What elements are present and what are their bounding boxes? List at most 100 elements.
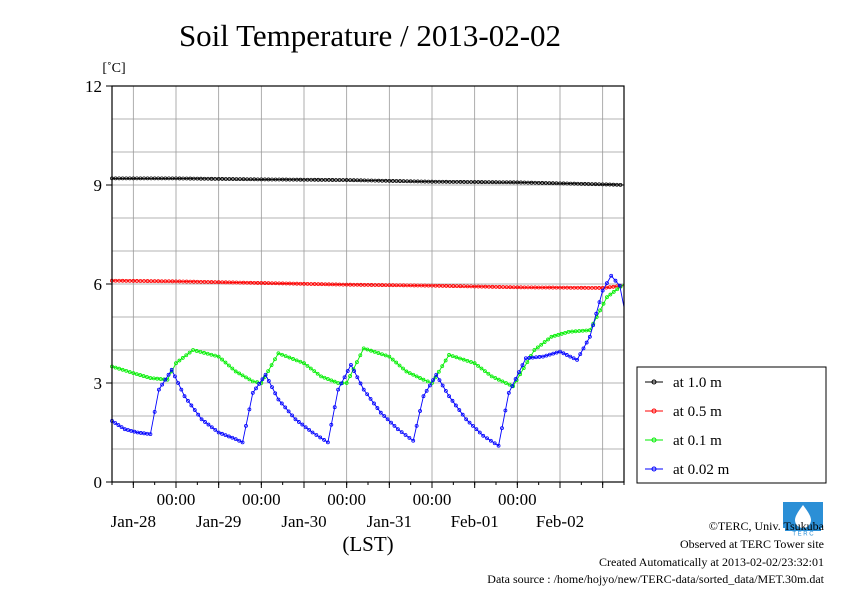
- data-point: [394, 283, 399, 288]
- data-point: [571, 356, 576, 361]
- data-point: [594, 311, 599, 316]
- data-point: [515, 180, 520, 185]
- data-point: [287, 281, 292, 286]
- data-point: [430, 179, 434, 184]
- x-date-label: Feb-01: [451, 512, 499, 531]
- data-point: [322, 375, 327, 380]
- data-point: [437, 283, 442, 288]
- data-point: [474, 427, 479, 432]
- series-line: [112, 177, 625, 186]
- data-point: [454, 355, 459, 360]
- data-point: [387, 283, 392, 288]
- data-point: [120, 176, 125, 181]
- data-point: [163, 279, 168, 284]
- data-point: [223, 280, 228, 285]
- data-point: [284, 281, 289, 286]
- data-point: [255, 281, 260, 285]
- data-point: [262, 281, 267, 285]
- data-point: [496, 443, 501, 448]
- data-point: [152, 279, 157, 284]
- data-point: [547, 285, 552, 290]
- data-point: [372, 349, 377, 354]
- data-point: [523, 356, 528, 361]
- data-point: [158, 377, 163, 381]
- data-point: [238, 177, 242, 182]
- data-point: [436, 369, 441, 374]
- data-point: [298, 359, 303, 364]
- data-point: [575, 285, 580, 290]
- data-point: [170, 279, 175, 284]
- data-point: [184, 279, 189, 284]
- data-point: [376, 351, 381, 355]
- data-point: [600, 182, 605, 187]
- data-point: [332, 379, 337, 384]
- data-point: [385, 417, 390, 422]
- data-point: [325, 377, 330, 381]
- data-point: [604, 182, 609, 187]
- data-point: [216, 430, 221, 435]
- data-point: [476, 180, 481, 184]
- data-point: [450, 354, 455, 359]
- data-point: [277, 177, 282, 182]
- data-point: [234, 177, 239, 182]
- data-point: [316, 282, 321, 287]
- data-point: [248, 177, 253, 182]
- data-point: [457, 408, 462, 412]
- data-point: [194, 349, 199, 353]
- data-point: [323, 282, 328, 287]
- data-point: [142, 176, 146, 181]
- data-point: [279, 401, 284, 406]
- x-time-label: 00:00: [157, 490, 196, 509]
- data-point: [294, 177, 299, 182]
- data-point: [554, 285, 559, 290]
- data-point: [425, 379, 430, 384]
- data-point: [319, 282, 324, 287]
- x-date-label: Jan-28: [111, 512, 156, 531]
- data-point: [547, 352, 552, 357]
- data-point: [220, 357, 224, 362]
- data-point: [302, 177, 306, 182]
- data-point: [131, 279, 136, 283]
- data-point: [216, 176, 221, 181]
- data-point: [611, 284, 616, 289]
- data-point: [415, 283, 420, 288]
- site-text: Observed at TERC Tower site: [679, 537, 824, 551]
- data-point: [522, 285, 527, 290]
- data-point: [401, 366, 405, 371]
- data-point: [369, 178, 374, 183]
- data-point: [483, 284, 488, 289]
- data-point: [568, 354, 573, 359]
- data-point: [119, 425, 124, 430]
- data-point: [163, 377, 168, 382]
- data-point: [390, 179, 395, 183]
- data-point: [504, 285, 509, 289]
- data-point: [326, 282, 331, 287]
- data-point: [593, 182, 598, 187]
- data-point: [332, 405, 337, 410]
- legend: at 1.0 m at 0.5 m at 0.1 m at 0.02 m: [636, 366, 827, 484]
- data-point: [220, 431, 224, 436]
- data-point: [155, 376, 160, 381]
- data-point: [250, 379, 255, 384]
- data-point: [341, 282, 346, 287]
- data-point: [477, 430, 482, 435]
- data-point: [206, 176, 210, 181]
- data-point: [580, 328, 585, 333]
- data-point: [572, 285, 577, 290]
- data-point: [496, 377, 501, 382]
- data-point: [273, 391, 278, 396]
- data-point: [407, 435, 412, 440]
- data-point: [558, 349, 562, 354]
- data-point: [337, 178, 342, 182]
- data-point: [305, 282, 310, 286]
- data-point: [166, 176, 171, 181]
- data-point: [138, 176, 143, 181]
- legend-swatch-marker: [651, 379, 657, 385]
- data-point: [227, 434, 231, 439]
- data-point: [174, 176, 178, 181]
- data-point: [383, 283, 388, 288]
- data-point: [351, 282, 356, 287]
- data-point: [166, 279, 171, 284]
- data-point: [481, 433, 486, 438]
